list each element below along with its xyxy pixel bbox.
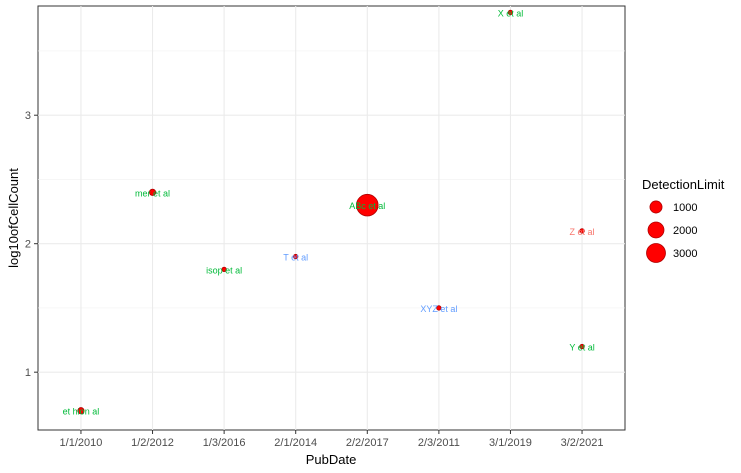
x-tick-label: 3/1/2019 [489, 437, 532, 449]
data-point [148, 188, 157, 196]
legend-key [649, 200, 663, 214]
data-point [221, 266, 227, 273]
x-tick-label: 1/3/2016 [203, 437, 246, 449]
y-tick-label: 2 [25, 239, 31, 251]
legend-key [647, 221, 665, 239]
data-point [293, 253, 299, 260]
grid [38, 6, 625, 430]
legend-key [646, 243, 666, 263]
data-point-label: XYZ et al [420, 304, 457, 314]
y-tick-label: 3 [25, 110, 31, 122]
data-point [507, 9, 514, 16]
x-tick-label: 1/2/2012 [131, 437, 174, 449]
legend-label: 2000 [673, 225, 697, 237]
data-point [579, 228, 585, 234]
x-axis: 1/1/2010 1/2/2012 1/3/2016 2/1/2014 2/2/2017… [60, 430, 604, 449]
x-axis-title: PubDate [306, 452, 357, 467]
x-tick-label: 2/3/2011 [418, 437, 460, 449]
data-point-label: X et al [498, 8, 524, 18]
data-point-label: ABc et al [349, 201, 385, 211]
data-point [356, 193, 379, 217]
x-tick-label: 1/1/2010 [60, 437, 103, 449]
data-point [579, 343, 585, 350]
points [77, 9, 585, 415]
y-axis-title: log10ofCellCount [6, 168, 21, 268]
legend-label: 1000 [673, 202, 697, 214]
data-point-label: Z et al [570, 227, 595, 237]
y-axis: 1 2 3 [25, 110, 38, 379]
legend-label: 3000 [673, 248, 697, 260]
legend: DetectionLimit 1000 2000 3000 [642, 177, 725, 263]
data-point-label: Y et al [569, 342, 594, 352]
data-point [436, 305, 442, 311]
x-tick-label: 2/1/2014 [274, 437, 317, 449]
point-labels: et hion al mer et al isop et al T et al ABc … [63, 8, 595, 416]
y-tick-label: 1 [25, 367, 31, 379]
data-point-label: et hion al [63, 407, 100, 417]
data-point [77, 407, 85, 415]
plot-panel [37, 5, 626, 431]
data-point-label: T et al [283, 253, 308, 263]
x-tick-label: 2/2/2017 [346, 437, 389, 449]
x-tick-label: 3/2/2021 [561, 437, 604, 449]
data-point-label: isop et al [206, 265, 242, 275]
data-point-label: mer et al [135, 188, 170, 198]
legend-title: DetectionLimit [642, 177, 725, 192]
